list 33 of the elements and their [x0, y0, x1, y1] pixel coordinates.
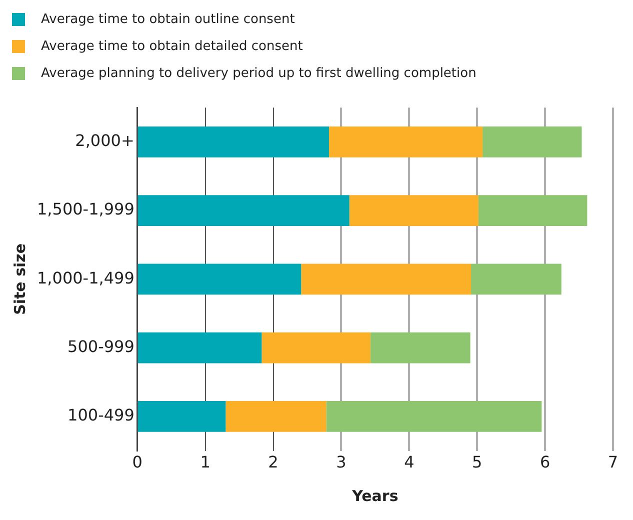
bar — [370, 332, 470, 364]
bar — [262, 332, 370, 364]
bar — [138, 401, 226, 432]
x-tick-label: 7 — [608, 452, 618, 472]
y-tick-label: 1,500-1,999 — [36, 200, 134, 219]
bar — [138, 332, 262, 364]
x-tick-label: 0 — [132, 452, 142, 472]
bar — [470, 264, 562, 295]
y-tick-label: 500-999 — [68, 336, 134, 356]
bar — [328, 126, 483, 158]
bar — [138, 126, 329, 158]
x-axis-title: Years — [351, 486, 398, 505]
bar — [301, 264, 471, 295]
bar — [478, 195, 588, 226]
x-tick-label: 4 — [404, 452, 414, 472]
legend-label: Average planning to delivery period up to first dwelling completion — [41, 66, 476, 81]
y-tick-label: 1,000-1,499 — [36, 268, 134, 288]
bar — [138, 195, 350, 226]
y-tick-label: 2,000+ — [75, 131, 134, 150]
bar — [349, 195, 478, 226]
legend-label: Average time to obtain detailed consent — [41, 39, 303, 54]
bar — [138, 264, 302, 295]
bar — [226, 401, 326, 432]
legend-label: Average time to obtain outline consent — [41, 12, 295, 27]
x-tick-label: 6 — [540, 452, 550, 472]
x-tick-label: 3 — [336, 452, 346, 472]
bar — [482, 126, 582, 158]
x-tick-label: 2 — [268, 452, 278, 472]
x-tick-label: 5 — [472, 452, 482, 472]
x-tick-label: 1 — [200, 452, 210, 472]
y-axis-title: Site size — [10, 243, 29, 315]
y-tick-label: 100-499 — [68, 406, 134, 425]
bar — [326, 401, 542, 432]
